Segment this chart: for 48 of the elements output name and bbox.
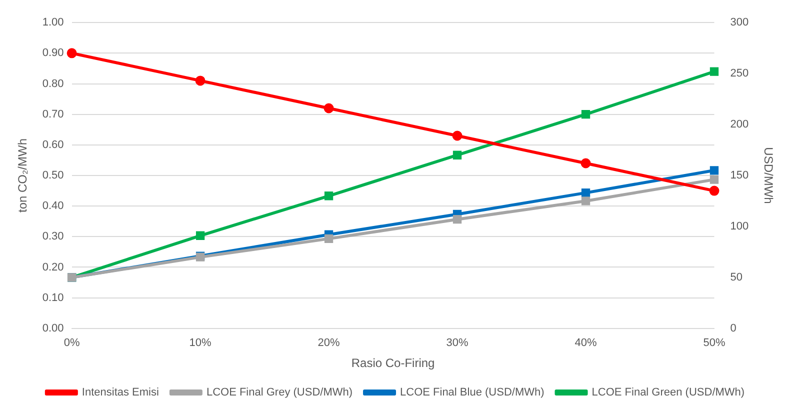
- x-tick-label: 0%: [64, 337, 80, 350]
- y-tick-label: 0.50: [42, 170, 64, 182]
- y-tick-label: 0.40: [42, 200, 64, 212]
- point: [324, 103, 334, 114]
- point: [581, 188, 590, 198]
- point: [581, 196, 590, 206]
- x-tick-label: 10%: [189, 337, 212, 350]
- x-axis-title: Rasio Co-Firing: [351, 356, 435, 370]
- point: [195, 76, 206, 86]
- point: [581, 110, 590, 119]
- y-tick-label: 0.60: [42, 138, 64, 151]
- y-tick-label: 0.90: [42, 47, 64, 60]
- y2-tick-label: 200: [730, 118, 749, 131]
- point: [710, 166, 719, 175]
- point: [324, 234, 334, 244]
- point: [452, 130, 462, 141]
- y-tick-label: 0.20: [42, 261, 64, 274]
- x-tick-label: 30%: [446, 337, 468, 350]
- point: [709, 186, 720, 196]
- y-tick-label: 0.70: [42, 108, 64, 120]
- y2-tick-label: 300: [730, 16, 749, 29]
- x-tick-label: 20%: [318, 337, 340, 350]
- point: [452, 215, 462, 224]
- y2-tick-label: 50: [730, 271, 742, 284]
- legend-label: LCOE Final Blue (USD/MWh): [400, 386, 544, 399]
- point: [710, 67, 719, 76]
- point: [452, 150, 462, 160]
- y-tick-label: 1.00: [42, 16, 64, 29]
- point: [66, 48, 77, 58]
- y-tick-label: 0.80: [42, 78, 64, 90]
- y2-tick-label: 100: [730, 220, 749, 232]
- y2-tick-label: 150: [730, 170, 749, 182]
- legend-label: LCOE Final Green (USD/MWh): [592, 386, 745, 399]
- y-tick-label: 0.10: [42, 292, 64, 304]
- x-tick-label: 50%: [703, 337, 726, 350]
- y-axis-title: ton CO₂/MWh: [16, 138, 30, 213]
- x-tick-label: 40%: [574, 337, 597, 350]
- y-tick-label: 0.00: [42, 322, 64, 334]
- y2-tick-label: 250: [730, 68, 749, 80]
- y2-tick-label: 0: [730, 322, 736, 334]
- point: [580, 158, 591, 168]
- legend-label: LCOE Final Grey (USD/MWh): [206, 386, 353, 399]
- legend-label: Intensitas Emisi: [82, 386, 159, 399]
- point: [196, 231, 205, 240]
- y2-axis-title: USD/MWh: [761, 147, 776, 204]
- point: [324, 192, 334, 200]
- point: [710, 175, 719, 184]
- y-tick-label: 0.30: [42, 230, 64, 243]
